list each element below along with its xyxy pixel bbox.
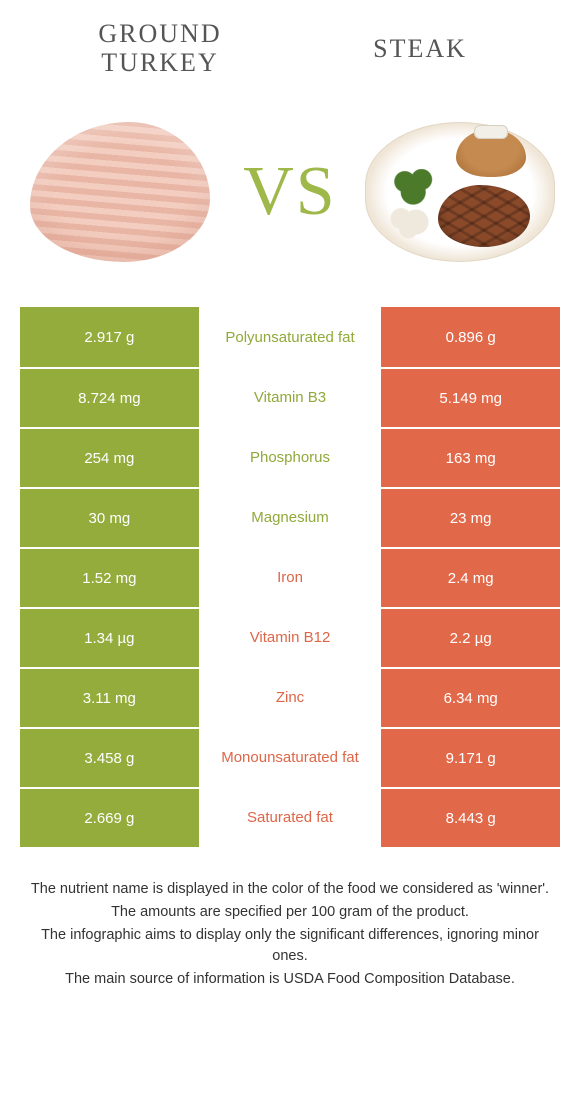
table-row: 2.917 gPolyunsaturated fat0.896 g bbox=[20, 307, 560, 367]
left-food-image bbox=[20, 102, 220, 282]
left-value-cell: 2.917 g bbox=[20, 307, 201, 367]
right-value-cell: 5.149 mg bbox=[379, 367, 560, 427]
nutrient-table: 2.917 gPolyunsaturated fat0.896 g8.724 m… bbox=[0, 307, 580, 847]
left-title-line1: GROUND bbox=[98, 19, 221, 48]
right-food-image bbox=[360, 102, 560, 282]
right-value-cell: 23 mg bbox=[379, 487, 560, 547]
nutrient-name-cell: Saturated fat bbox=[201, 787, 380, 847]
nutrient-name-cell: Vitamin B3 bbox=[201, 367, 380, 427]
images-row: VS bbox=[0, 87, 580, 307]
footnotes: The nutrient name is displayed in the co… bbox=[0, 847, 580, 990]
nutrient-name-cell: Monounsaturated fat bbox=[201, 727, 380, 787]
table-row: 3.458 gMonounsaturated fat9.171 g bbox=[20, 727, 560, 787]
table-row: 1.52 mgIron2.4 mg bbox=[20, 547, 560, 607]
table-row: 3.11 mgZinc6.34 mg bbox=[20, 667, 560, 727]
left-value-cell: 8.724 mg bbox=[20, 367, 201, 427]
left-value-cell: 3.11 mg bbox=[20, 667, 201, 727]
right-value-cell: 163 mg bbox=[379, 427, 560, 487]
right-value-cell: 6.34 mg bbox=[379, 667, 560, 727]
nutrient-name-cell: Phosphorus bbox=[201, 427, 380, 487]
table-row: 254 mgPhosphorus163 mg bbox=[20, 427, 560, 487]
nutrient-name-cell: Zinc bbox=[201, 667, 380, 727]
nutrient-name-cell: Magnesium bbox=[201, 487, 380, 547]
table-row: 2.669 gSaturated fat8.443 g bbox=[20, 787, 560, 847]
left-value-cell: 30 mg bbox=[20, 487, 201, 547]
ground-turkey-icon bbox=[30, 122, 210, 262]
baked-potato-icon bbox=[456, 129, 526, 177]
left-title-line2: TURKEY bbox=[101, 48, 218, 77]
footnote-line: The infographic aims to display only the… bbox=[24, 925, 556, 967]
right-value-cell: 0.896 g bbox=[379, 307, 560, 367]
footnote-line: The amounts are specified per 100 gram o… bbox=[24, 902, 556, 923]
right-value-cell: 2.2 µg bbox=[379, 607, 560, 667]
steak-icon bbox=[438, 185, 530, 247]
right-food-title: STEAK bbox=[290, 20, 550, 64]
vs-label: VS bbox=[243, 152, 336, 232]
left-value-cell: 254 mg bbox=[20, 427, 201, 487]
right-value-cell: 9.171 g bbox=[379, 727, 560, 787]
nutrient-name-cell: Polyunsaturated fat bbox=[201, 307, 380, 367]
right-value-cell: 2.4 mg bbox=[379, 547, 560, 607]
table-row: 1.34 µgVitamin B122.2 µg bbox=[20, 607, 560, 667]
left-value-cell: 1.34 µg bbox=[20, 607, 201, 667]
footnote-line: The main source of information is USDA F… bbox=[24, 969, 556, 990]
table-row: 8.724 mgVitamin B35.149 mg bbox=[20, 367, 560, 427]
nutrient-name-cell: Iron bbox=[201, 547, 380, 607]
right-value-cell: 8.443 g bbox=[379, 787, 560, 847]
table-row: 30 mgMagnesium23 mg bbox=[20, 487, 560, 547]
left-value-cell: 3.458 g bbox=[20, 727, 201, 787]
steak-plate-icon bbox=[365, 122, 555, 262]
left-value-cell: 2.669 g bbox=[20, 787, 201, 847]
right-title: STEAK bbox=[373, 34, 467, 63]
nutrient-name-cell: Vitamin B12 bbox=[201, 607, 380, 667]
header: GROUND TURKEY STEAK bbox=[0, 0, 580, 87]
footnote-line: The nutrient name is displayed in the co… bbox=[24, 879, 556, 900]
cauliflower-icon bbox=[386, 205, 436, 239]
left-food-title: GROUND TURKEY bbox=[30, 20, 290, 77]
left-value-cell: 1.52 mg bbox=[20, 547, 201, 607]
